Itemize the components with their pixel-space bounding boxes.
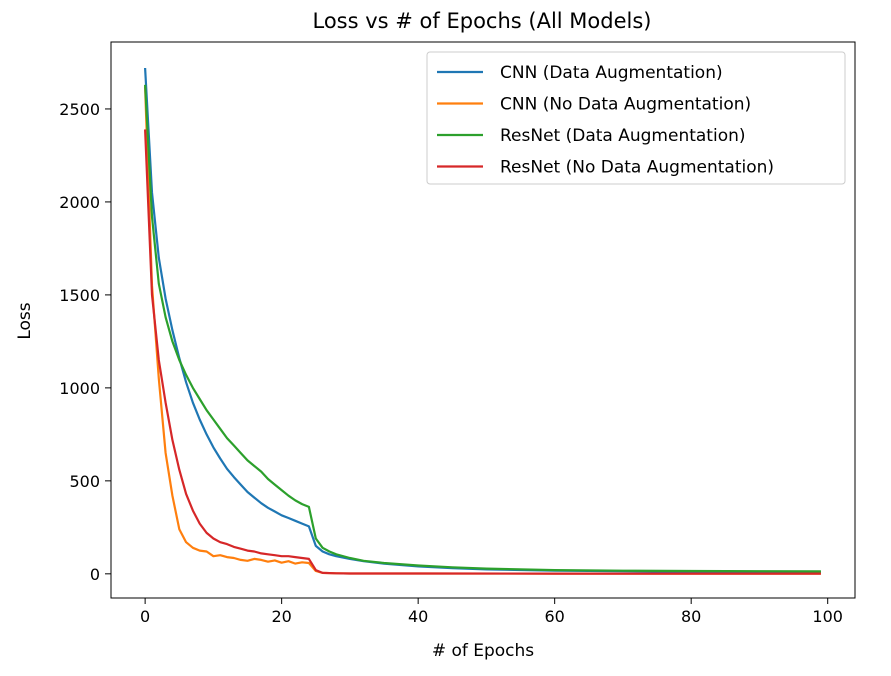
- x-axis: 0 20 40 60 80 100: [140, 598, 843, 626]
- y-tick-label: 2500: [59, 100, 100, 119]
- legend-label-4: ResNet (No Data Augmentation): [500, 158, 774, 178]
- x-axis-title: # of Epochs: [432, 641, 534, 661]
- legend-label-2: CNN (No Data Augmentation): [500, 95, 751, 115]
- series-line-3: [144, 84, 821, 573]
- x-tick-label: 40: [408, 607, 428, 626]
- x-tick-label: 80: [681, 607, 701, 626]
- x-tick-label: 20: [271, 607, 291, 626]
- x-tick-label: 100: [812, 607, 843, 626]
- legend-items: CNN (Data Augmentation) CNN (No Data Augm…: [437, 63, 774, 178]
- y-tick-label: 0: [90, 565, 100, 584]
- x-tick-label: 0: [140, 607, 150, 626]
- x-tick-label: 60: [544, 607, 564, 626]
- plot-lines: [144, 67, 821, 575]
- y-tick-label: 1000: [59, 379, 100, 398]
- chart-title: Loss vs # of Epochs (All Models): [313, 9, 652, 33]
- y-axis-title: Loss: [15, 302, 35, 339]
- series-line-4: [144, 129, 821, 575]
- y-tick-label: 500: [69, 472, 100, 491]
- legend-label-1: CNN (Data Augmentation): [500, 63, 723, 83]
- legend: CNN (Data Augmentation) CNN (No Data Augm…: [426, 51, 846, 185]
- legend-label-3: ResNet (Data Augmentation): [500, 126, 746, 146]
- y-tick-label: 1500: [59, 286, 100, 305]
- y-axis: 0 500 1000 1500 2000 2500: [59, 100, 111, 584]
- plot-frame: [110, 41, 856, 599]
- legend-box: [426, 51, 846, 185]
- y-tick-label: 2000: [59, 193, 100, 212]
